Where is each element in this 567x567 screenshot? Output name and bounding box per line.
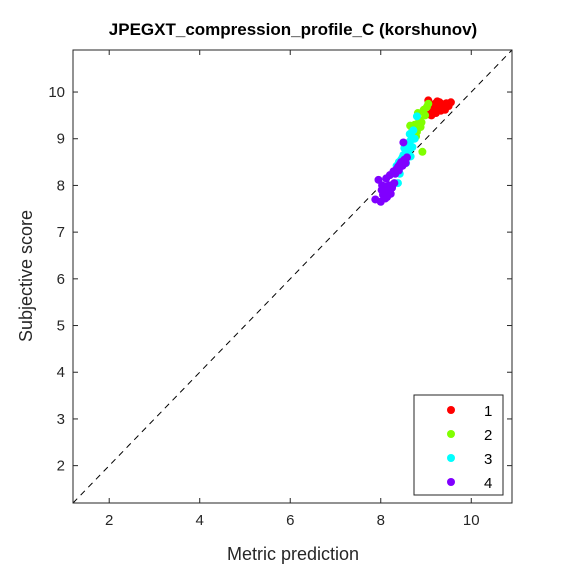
legend-label: 2 — [484, 427, 492, 444]
y-tick-label: 9 — [57, 131, 65, 148]
y-tick-label: 4 — [57, 364, 65, 381]
y-tick-label: 8 — [57, 177, 65, 194]
y-tick-label: 3 — [57, 411, 65, 428]
x-tick-label: 10 — [463, 512, 480, 529]
data-point-series-3 — [405, 130, 414, 139]
data-point-series-4 — [399, 138, 408, 147]
legend-label: 3 — [484, 451, 492, 468]
data-point-series-4 — [383, 193, 392, 202]
x-tick-label: 4 — [196, 512, 204, 529]
x-tick-label: 6 — [286, 512, 294, 529]
data-points — [371, 96, 455, 206]
data-point-series-3 — [408, 143, 417, 152]
x-tick-label: 8 — [377, 512, 385, 529]
plot-frame — [72, 49, 513, 504]
data-point-series-2 — [421, 111, 430, 120]
data-point-series-2 — [417, 118, 426, 127]
y-tick-label: 6 — [57, 271, 65, 288]
x-axis-label: Metric prediction — [227, 544, 359, 564]
data-point-series-1 — [441, 105, 450, 114]
legend-marker — [447, 430, 455, 438]
legend-label: 1 — [484, 403, 492, 420]
legend-marker — [447, 478, 455, 486]
chart-title: JPEGXT_compression_profile_C (korshunov) — [109, 20, 477, 39]
data-point-series-4 — [378, 181, 387, 190]
y-tick-label: 7 — [57, 224, 65, 241]
data-point-series-4 — [388, 180, 397, 189]
y-tick-label: 2 — [57, 458, 65, 475]
x-tick-label: 2 — [105, 512, 113, 529]
legend: 1 2 3 4 — [413, 394, 504, 496]
data-point-series-2 — [418, 147, 427, 156]
legend-marker — [447, 454, 455, 462]
y-tick-label: 5 — [57, 318, 65, 335]
legend-marker — [447, 406, 455, 414]
data-point-series-2 — [424, 99, 433, 108]
data-point-series-1 — [446, 98, 455, 107]
data-point-series-3 — [412, 112, 421, 121]
legend-label: 4 — [484, 475, 492, 492]
y-axis-label: Subjective score — [16, 210, 36, 342]
y-tick-label: 10 — [48, 84, 65, 101]
axis-ticks: 2 4 6 8 10 2 3 4 5 6 7 8 9 10 — [48, 50, 512, 529]
legend-box — [413, 394, 504, 496]
data-point-series-4 — [403, 153, 412, 162]
